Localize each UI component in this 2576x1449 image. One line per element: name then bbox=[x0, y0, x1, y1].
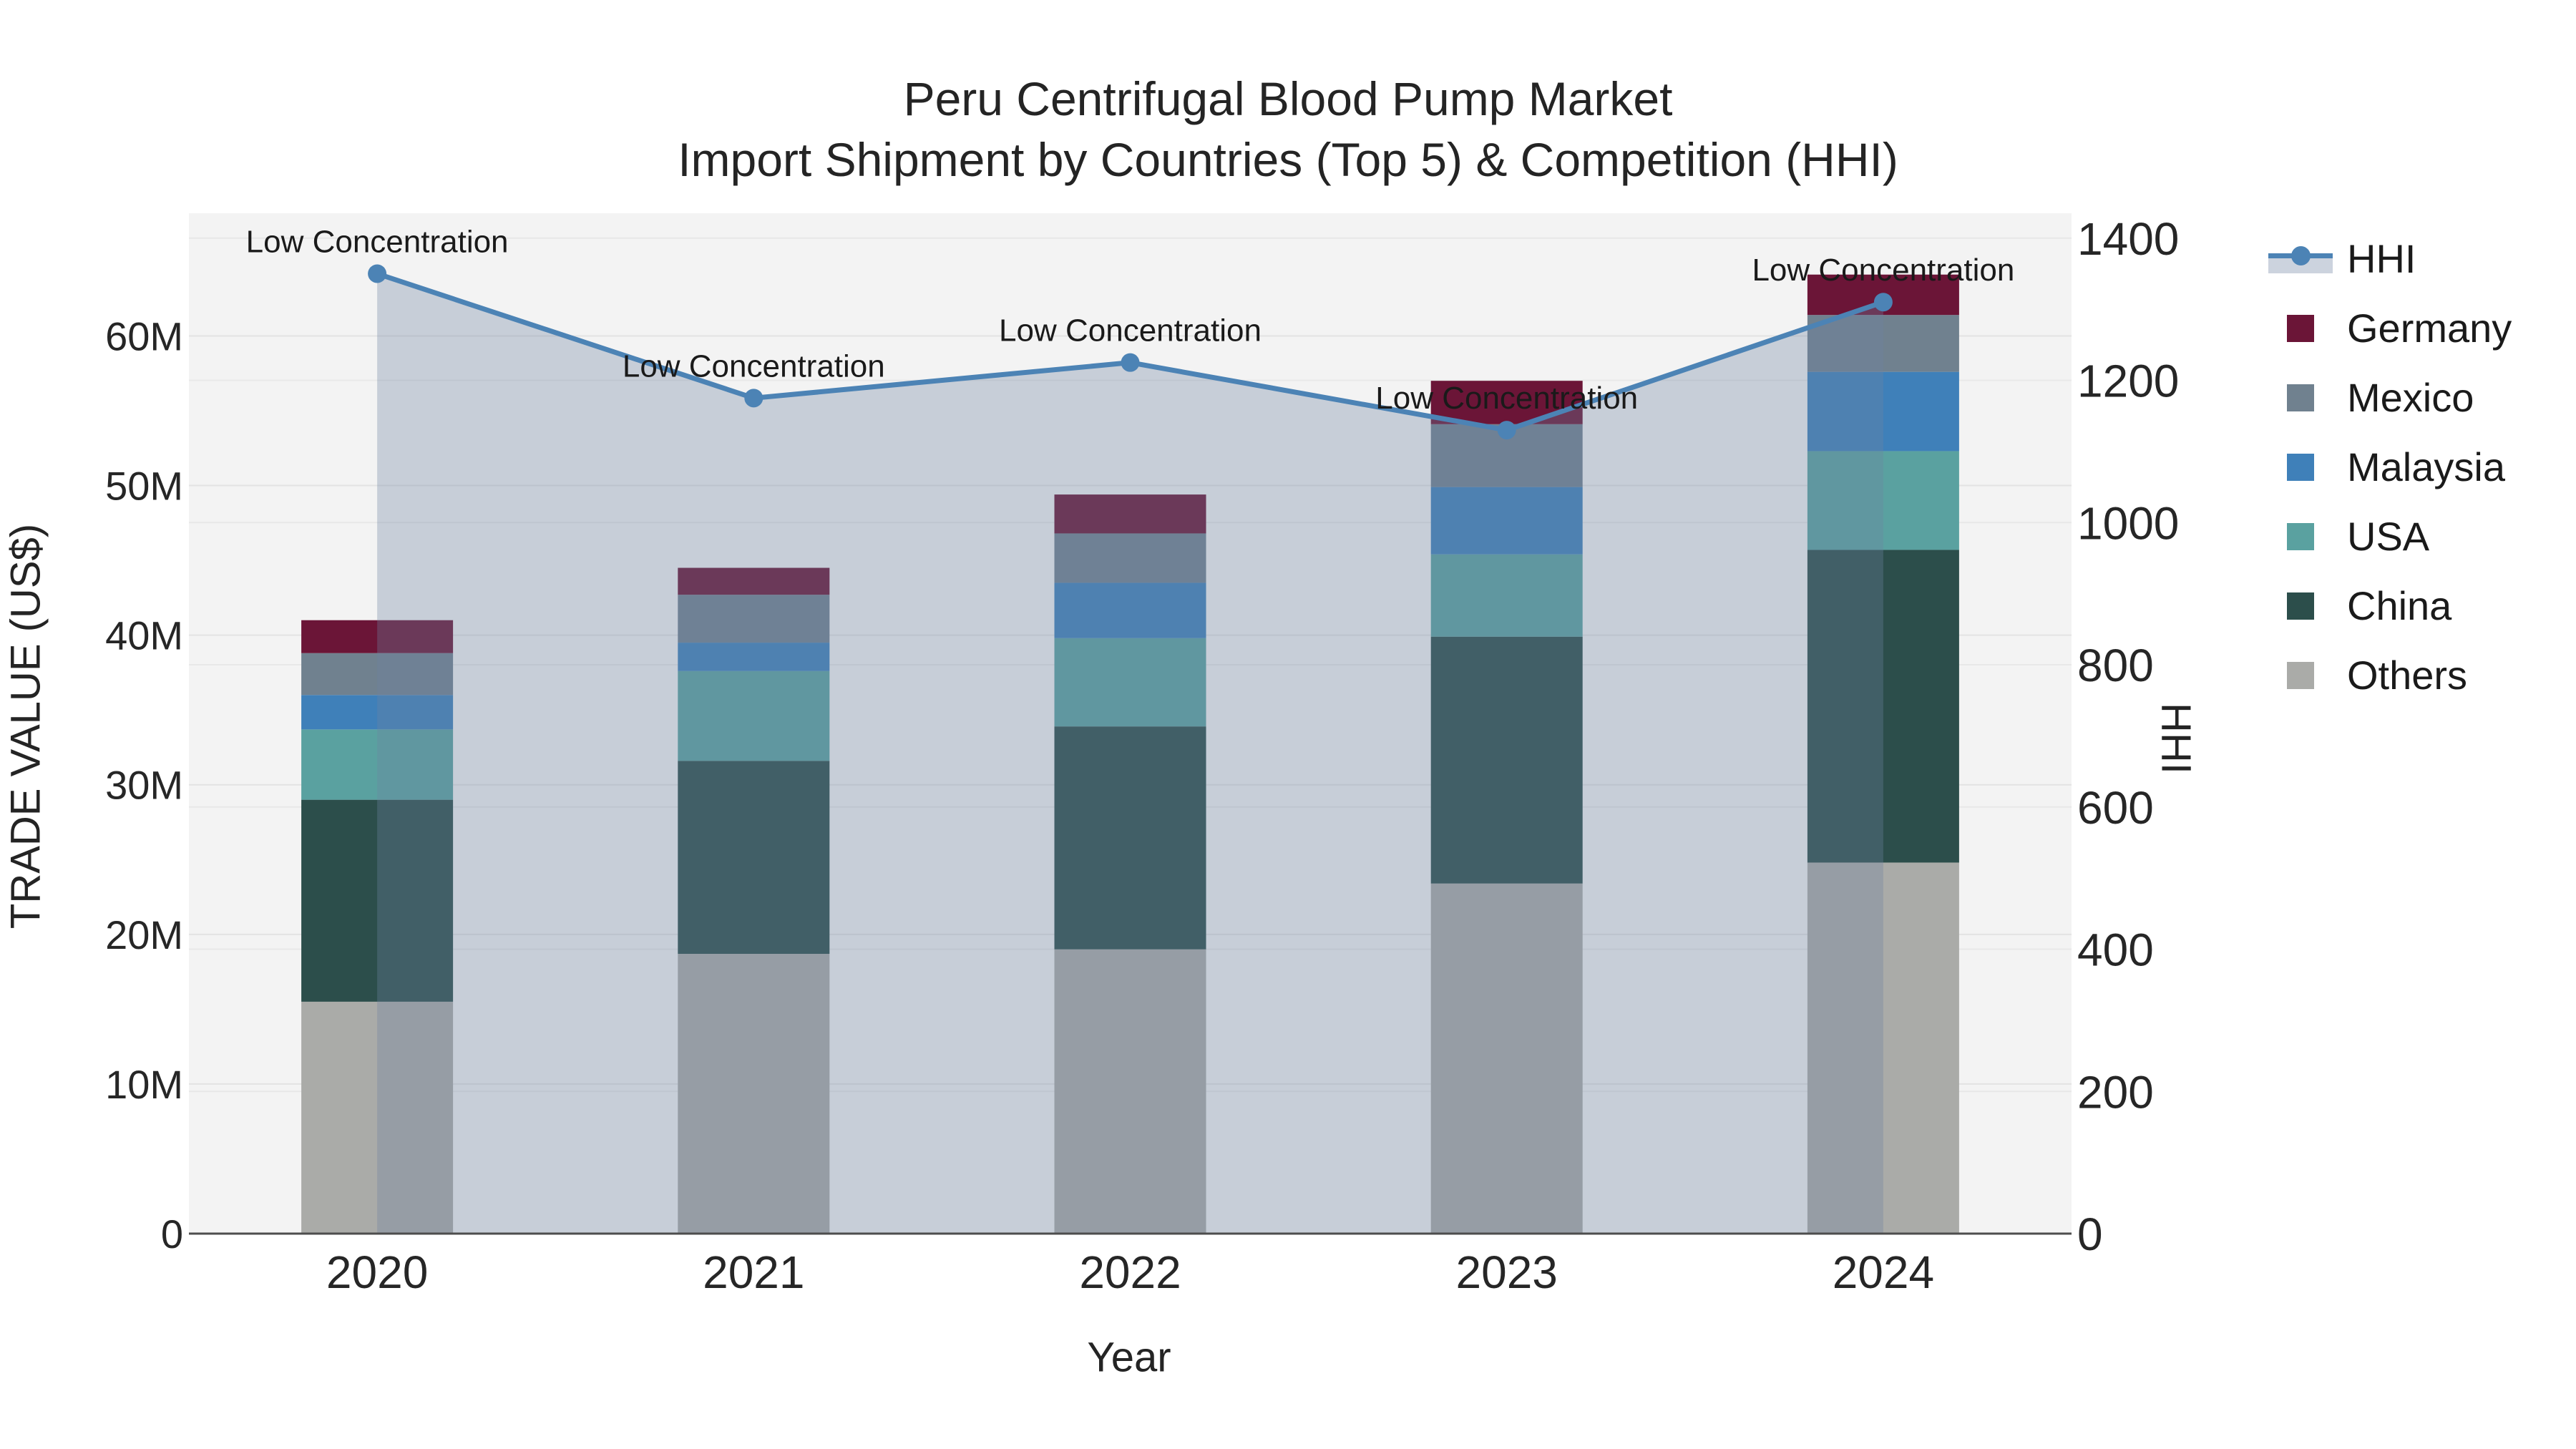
bar-segment-malaysia-2022[interactable] bbox=[1054, 582, 1206, 638]
legend: HHI Germany Mexico Malaysia USA China Others bbox=[2268, 224, 2512, 710]
annotation-low-concentration-2023: Low Concentration bbox=[1375, 381, 1638, 416]
chart-title-line2: Import Shipment by Countries (Top 5) & C… bbox=[678, 133, 1898, 186]
hhi-area-fill bbox=[377, 273, 1883, 1234]
bar-segment-germany-2020[interactable] bbox=[301, 620, 454, 653]
hhi-point-2021[interactable] bbox=[744, 389, 763, 408]
chart-title-line1: Peru Centrifugal Blood Pump Market bbox=[903, 72, 1673, 125]
bar-segment-usa-2024[interactable] bbox=[1807, 451, 1959, 550]
bar-segment-others-2022[interactable] bbox=[1054, 949, 1206, 1234]
bar-segment-mexico-2022[interactable] bbox=[1054, 533, 1206, 583]
legend-item-hhi[interactable]: HHI bbox=[2268, 224, 2512, 293]
y-left-tick-label-40M: 40M bbox=[105, 613, 183, 658]
x-tick-label-2020: 2020 bbox=[326, 1246, 428, 1298]
annotation-low-concentration-2022: Low Concentration bbox=[999, 313, 1262, 348]
y-left-tick-label-50M: 50M bbox=[105, 464, 183, 509]
legend-swatch-usa-icon bbox=[2268, 515, 2333, 558]
legend-hhi-line-icon bbox=[2268, 238, 2333, 280]
legend-swatch-malaysia-icon bbox=[2268, 446, 2333, 489]
y-right-tick-label-1400: 1400 bbox=[2077, 213, 2179, 265]
y-right-tick-label-400: 400 bbox=[2077, 924, 2154, 976]
y-right-tick-label-1000: 1000 bbox=[2077, 497, 2179, 549]
hhi-point-2022[interactable] bbox=[1121, 353, 1140, 372]
bar-segment-mexico-2024[interactable] bbox=[1807, 315, 1959, 372]
bar-segment-usa-2022[interactable] bbox=[1054, 638, 1206, 727]
bar-segment-malaysia-2020[interactable] bbox=[301, 695, 454, 730]
legend-label-malaysia: Malaysia bbox=[2347, 444, 2505, 489]
bar-segment-china-2022[interactable] bbox=[1054, 726, 1206, 950]
bar-segment-china-2021[interactable] bbox=[678, 761, 830, 954]
legend-label-usa: USA bbox=[2347, 514, 2430, 559]
bar-segment-mexico-2021[interactable] bbox=[678, 595, 830, 643]
bar-segment-mexico-2020[interactable] bbox=[301, 653, 454, 696]
legend-item-germany[interactable]: Germany bbox=[2268, 293, 2512, 363]
bar-segment-germany-2021[interactable] bbox=[678, 567, 830, 595]
bar-segment-malaysia-2021[interactable] bbox=[678, 643, 830, 671]
legend-item-others[interactable]: Others bbox=[2268, 640, 2512, 710]
bar-segment-usa-2023[interactable] bbox=[1430, 554, 1583, 637]
annotation-low-concentration-2020: Low Concentration bbox=[246, 224, 509, 259]
annotation-low-concentration-2021: Low Concentration bbox=[623, 348, 885, 384]
x-axis-title: Year bbox=[1087, 1334, 1171, 1381]
legend-item-china[interactable]: China bbox=[2268, 571, 2512, 640]
x-tick-label-2022: 2022 bbox=[1079, 1246, 1181, 1298]
x-tick-label-2021: 2021 bbox=[703, 1246, 804, 1298]
y-axis-right-title: HHI bbox=[2152, 703, 2200, 774]
y-left-tick-label-0: 0 bbox=[161, 1211, 183, 1257]
bar-segment-usa-2020[interactable] bbox=[301, 729, 454, 800]
legend-swatch-others-icon bbox=[2268, 654, 2333, 697]
y-right-tick-label-0: 0 bbox=[2077, 1209, 2103, 1260]
annotation-low-concentration-2024: Low Concentration bbox=[1752, 253, 2014, 288]
bar-segment-germany-2023[interactable] bbox=[1430, 381, 1583, 424]
hhi-point-2020[interactable] bbox=[368, 264, 387, 283]
legend-item-usa[interactable]: USA bbox=[2268, 502, 2512, 571]
bar-segment-germany-2022[interactable] bbox=[1054, 494, 1206, 534]
y-left-tick-label-20M: 20M bbox=[105, 912, 183, 957]
y-right-tick-label-200: 200 bbox=[2077, 1066, 2154, 1118]
y-right-tick-label-800: 800 bbox=[2077, 640, 2154, 691]
bar-segment-others-2020[interactable] bbox=[301, 1001, 454, 1234]
legend-label-hhi: HHI bbox=[2347, 236, 2416, 281]
legend-item-malaysia[interactable]: Malaysia bbox=[2268, 432, 2512, 502]
legend-item-mexico[interactable]: Mexico bbox=[2268, 363, 2512, 432]
y-axis-left-title: TRADE VALUE (US$) bbox=[2, 523, 49, 930]
hhi-point-2023[interactable] bbox=[1497, 421, 1516, 440]
bar-segment-china-2023[interactable] bbox=[1430, 636, 1583, 884]
legend-swatch-germany-icon bbox=[2268, 307, 2333, 350]
legend-swatch-mexico-icon bbox=[2268, 376, 2333, 419]
bar-segment-others-2021[interactable] bbox=[678, 954, 830, 1234]
x-tick-label-2024: 2024 bbox=[1833, 1246, 1934, 1298]
bar-segment-china-2024[interactable] bbox=[1807, 550, 1959, 863]
bar-segment-china-2020[interactable] bbox=[301, 799, 454, 1002]
y-left-tick-label-60M: 60M bbox=[105, 313, 183, 358]
legend-label-mexico: Mexico bbox=[2347, 375, 2474, 420]
legend-label-china: China bbox=[2347, 583, 2452, 628]
bar-segment-malaysia-2024[interactable] bbox=[1807, 371, 1959, 452]
x-tick-label-2023: 2023 bbox=[1456, 1246, 1558, 1298]
hhi-point-2024[interactable] bbox=[1873, 293, 1893, 312]
bar-segment-others-2023[interactable] bbox=[1430, 883, 1583, 1234]
y-left-tick-label-10M: 10M bbox=[105, 1062, 183, 1107]
bar-segment-malaysia-2023[interactable] bbox=[1430, 487, 1583, 555]
bar-segment-usa-2021[interactable] bbox=[678, 670, 830, 761]
y-right-tick-label-600: 600 bbox=[2077, 782, 2154, 834]
y-right-tick-label-1200: 1200 bbox=[2077, 356, 2179, 407]
legend-swatch-china-icon bbox=[2268, 585, 2333, 628]
y-left-tick-label-30M: 30M bbox=[105, 763, 183, 808]
bar-segment-others-2024[interactable] bbox=[1807, 862, 1959, 1234]
legend-label-germany: Germany bbox=[2347, 306, 2512, 351]
legend-label-others: Others bbox=[2347, 653, 2468, 698]
